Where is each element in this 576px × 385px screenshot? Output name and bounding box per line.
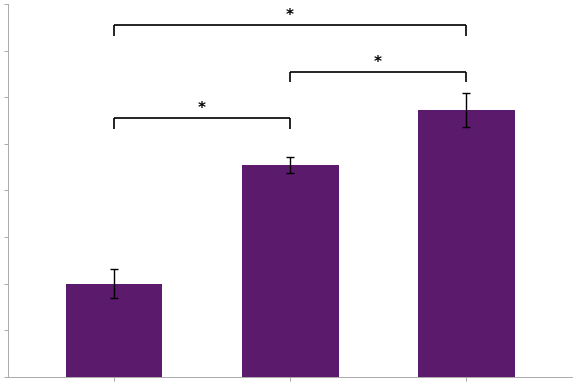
Bar bbox=[418, 110, 514, 377]
Text: *: * bbox=[286, 8, 294, 23]
Text: *: * bbox=[374, 55, 382, 70]
Bar bbox=[242, 165, 339, 377]
Bar bbox=[66, 283, 162, 377]
Text: *: * bbox=[198, 101, 206, 116]
